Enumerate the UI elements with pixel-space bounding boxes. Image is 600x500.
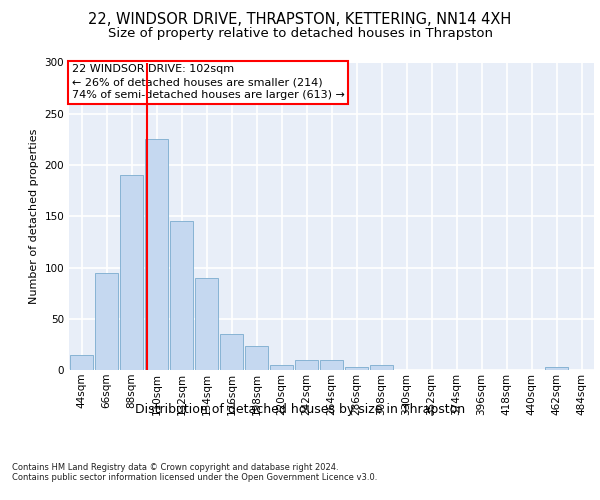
Bar (320, 360, 343, 370)
Bar (269, 365, 293, 370)
Text: 22, WINDSOR DRIVE, THRAPSTON, KETTERING, NN14 4XH: 22, WINDSOR DRIVE, THRAPSTON, KETTERING,… (88, 12, 512, 28)
Bar (220, 334, 244, 370)
Bar (119, 176, 143, 370)
Text: Distribution of detached houses by size in Thrapston: Distribution of detached houses by size … (135, 402, 465, 415)
Text: Size of property relative to detached houses in Thrapston: Size of property relative to detached ho… (107, 28, 493, 40)
Bar (545, 367, 568, 370)
Bar (295, 360, 319, 370)
Bar (70, 354, 94, 370)
Y-axis label: Number of detached properties: Number of detached properties (29, 128, 39, 304)
Bar (170, 222, 193, 370)
Bar (145, 140, 169, 370)
Text: Contains HM Land Registry data © Crown copyright and database right 2024.
Contai: Contains HM Land Registry data © Crown c… (12, 462, 377, 482)
Bar (95, 272, 118, 370)
Bar (370, 365, 394, 370)
Text: 22 WINDSOR DRIVE: 102sqm
← 26% of detached houses are smaller (214)
74% of semi-: 22 WINDSOR DRIVE: 102sqm ← 26% of detach… (71, 64, 344, 100)
Bar (344, 367, 368, 370)
Bar (245, 346, 268, 370)
Bar (194, 278, 218, 370)
